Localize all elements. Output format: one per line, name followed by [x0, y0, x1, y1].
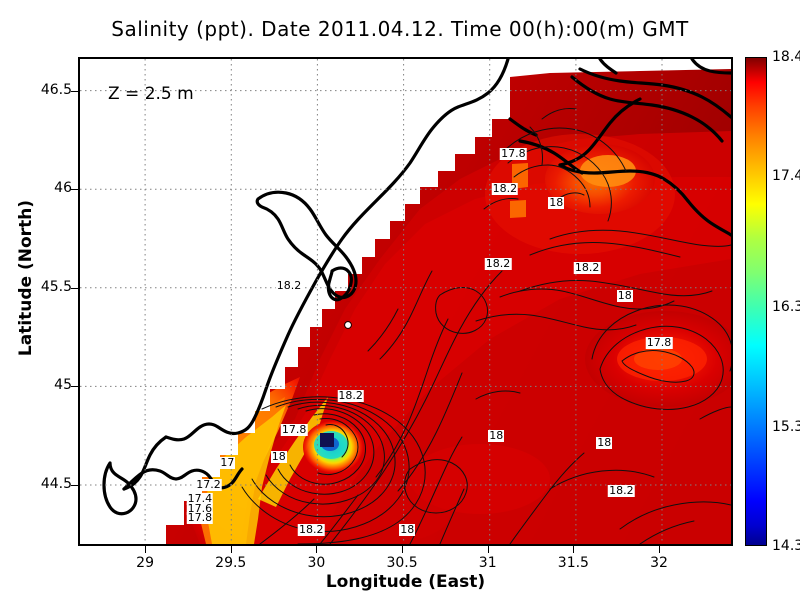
x-tick-mark — [230, 546, 232, 553]
contour-label: 17.8 — [186, 511, 214, 525]
y-tick-mark — [71, 386, 78, 388]
map-axes: 17.8 18.2 18 18.2 18.2 18 18.2 17.8 18.2 18 18 17.8… — [78, 57, 733, 546]
y-tick-label: 45.5 — [40, 278, 72, 295]
page-title: Salinity (ppt). Date 2011.04.12. Time 00… — [111, 17, 689, 41]
x-tick-label: 29 — [136, 555, 155, 571]
x-tick-mark — [659, 546, 661, 553]
y-tick-mark — [71, 287, 78, 289]
x-tick-mark — [145, 546, 147, 553]
x-tick-label: 31 — [478, 555, 497, 571]
x-tick-label: 31.5 — [557, 555, 589, 571]
x-tick-mark — [573, 546, 575, 553]
contour-label: 18 — [488, 428, 505, 442]
colorbar-tick-label: 16.3 — [772, 299, 800, 316]
x-tick-mark — [402, 546, 404, 553]
x-tick-mark — [316, 546, 318, 553]
contour-label: 17.4 — [186, 491, 214, 505]
colorbar-tick-label: 18.4 — [772, 49, 800, 65]
y-tick-label: 44.5 — [40, 475, 72, 492]
y-tick-label: 46.5 — [40, 81, 72, 98]
contour-label: 17.2 — [195, 477, 222, 491]
contour-label: 18.2 — [298, 523, 325, 537]
contour-label: 18 — [596, 436, 613, 450]
contour-label: 18.2 — [275, 278, 303, 292]
x-tick-label: 32 — [650, 555, 668, 571]
y-tick-mark — [71, 90, 78, 92]
colorbar-gradient — [746, 58, 766, 545]
contour-label: 18.2 — [484, 257, 512, 271]
x-tick-mark — [487, 546, 489, 553]
colorbar-tick-label: 17.4 — [772, 168, 800, 185]
depth-annotation: Z = 2.5 m — [108, 84, 194, 104]
contour-label: 17 — [219, 456, 236, 470]
x-tick-label: 30 — [307, 555, 326, 571]
contour-label: 18.2 — [608, 483, 635, 497]
colorbar-tick-label: 15.3 — [772, 418, 800, 435]
salinity-field — [80, 59, 731, 544]
contour-label: 17.8 — [280, 422, 308, 436]
contour-label: 18.2 — [573, 260, 601, 274]
y-tick-mark — [71, 189, 78, 191]
contour-label: 18 — [548, 195, 565, 209]
contour-label: 18 — [270, 450, 287, 464]
contour-label: 18 — [616, 288, 633, 302]
y-tick-label: 46 — [54, 180, 72, 197]
x-axis-label: Longitude (East) — [325, 572, 486, 592]
x-tick-label: 29.5 — [215, 555, 247, 571]
colorbar-tick-label: 14.3 — [772, 538, 800, 554]
y-tick-label: 45 — [54, 377, 72, 394]
contour-label: 17.8 — [645, 335, 673, 349]
contour-label: 17.8 — [500, 146, 527, 160]
y-tick-mark — [71, 484, 78, 486]
contour-label: 17.6 — [186, 501, 214, 515]
contour-label: 18.2 — [491, 182, 519, 196]
contour-label: 18 — [399, 523, 416, 537]
colorbar — [745, 57, 767, 546]
contour-label: 18.2 — [337, 389, 364, 403]
x-tick-label: 30.5 — [386, 555, 418, 571]
y-axis-ticks: 46.5 46 45.5 45 44.5 — [0, 57, 78, 546]
x-axis-ticks: 29 29.5 30 30.5 31 31.5 32 — [78, 546, 733, 576]
